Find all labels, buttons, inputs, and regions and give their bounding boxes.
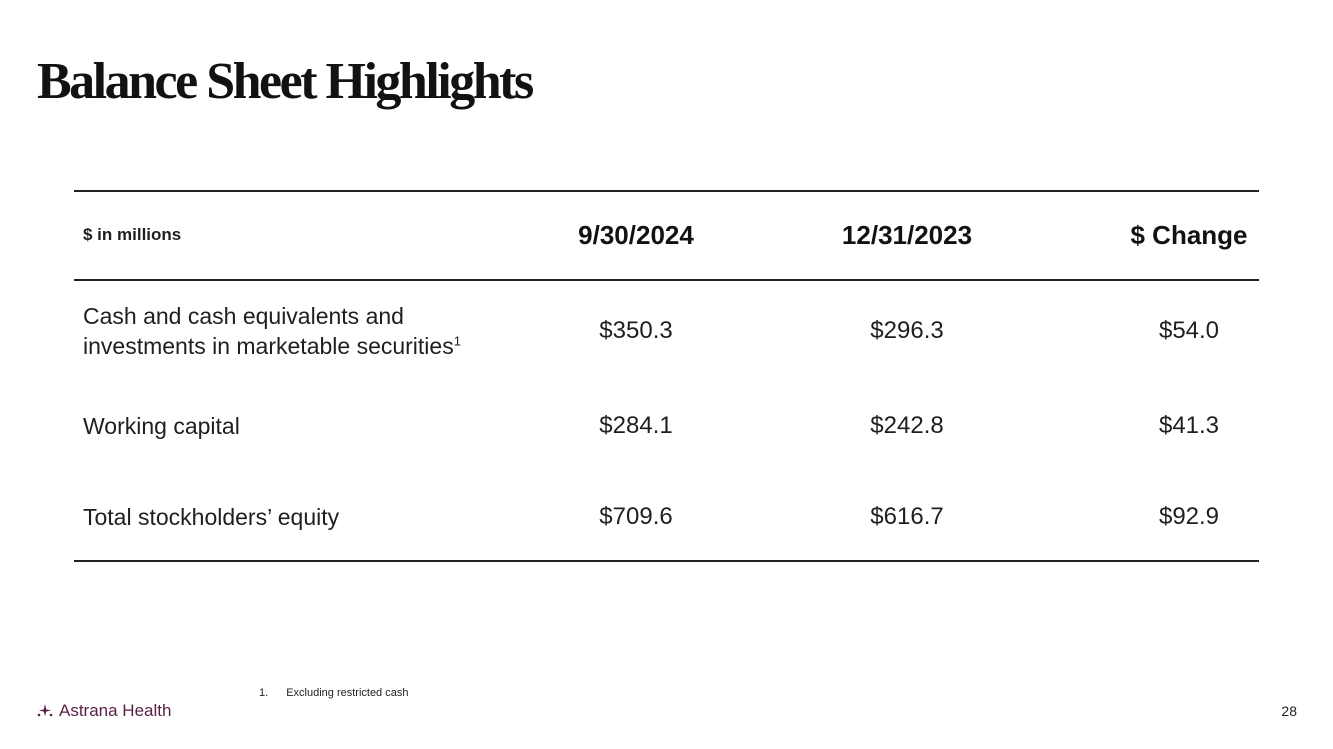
- header-rule: [74, 279, 1259, 281]
- table-cell: $92.9: [1158, 503, 1220, 530]
- table-cell: $54.0: [1158, 317, 1220, 344]
- table-row-label-cash: Cash and cash equivalents and investment…: [83, 286, 483, 376]
- sparkle-logo-icon: [37, 703, 53, 717]
- table-top-rule: [74, 190, 1259, 192]
- column-header-3: $ Change: [1130, 219, 1248, 250]
- brand-logo: Astrana Health: [37, 701, 171, 721]
- table-cell: $284.1: [599, 412, 673, 439]
- row-label: Cash and cash equivalents and investment…: [83, 303, 454, 359]
- page-number: 28: [1281, 703, 1297, 719]
- column-header-1: 9/30/2024: [578, 219, 694, 250]
- table-bottom-rule: [74, 560, 1259, 562]
- footnote-text: Excluding restricted cash: [286, 687, 409, 699]
- table-cell: $350.3: [599, 317, 673, 344]
- table-cell: $41.3: [1158, 412, 1220, 439]
- unit-label: $ in millions: [83, 225, 182, 244]
- column-header-2: 12/31/2023: [841, 219, 973, 250]
- table-cell: $242.8: [870, 412, 944, 439]
- footnote-marker: 1: [453, 333, 461, 349]
- table-cell: $709.6: [599, 503, 673, 530]
- footnote-number: 1.: [259, 687, 269, 699]
- table-row-label-equity: Total stockholders’ equity: [83, 504, 340, 530]
- table-cell: $616.7: [870, 503, 944, 530]
- brand-name: Astrana Health: [59, 701, 172, 720]
- table-row-label-working-capital: Working capital: [83, 413, 240, 439]
- footnote: 1. Excluding restricted cash: [259, 687, 408, 699]
- page-title: Balance Sheet Highlights: [37, 53, 534, 110]
- table-cell: $296.3: [870, 317, 944, 344]
